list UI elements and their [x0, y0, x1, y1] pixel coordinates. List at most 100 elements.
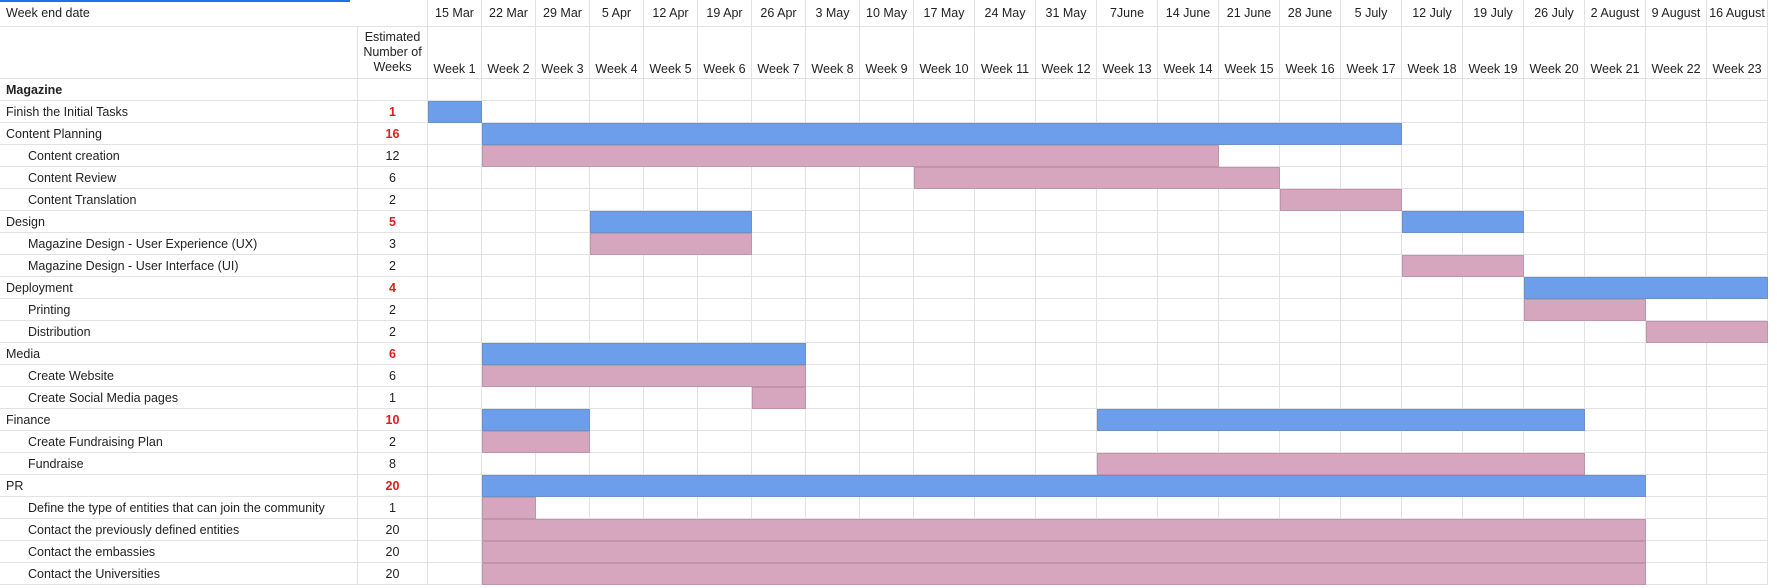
grid-cell[interactable] — [975, 497, 1036, 519]
grid-cell[interactable] — [482, 255, 536, 277]
grid-cell[interactable] — [1341, 255, 1402, 277]
grid-cell[interactable] — [1097, 233, 1158, 255]
task-name-cell[interactable]: Content Translation — [0, 189, 358, 211]
grid-cell[interactable] — [1402, 387, 1463, 409]
week-number-cell[interactable]: Week 4 — [590, 27, 644, 79]
grid-cell[interactable] — [860, 453, 914, 475]
grid-cell[interactable] — [536, 299, 590, 321]
grid-cell[interactable] — [1158, 79, 1219, 101]
grid-cell[interactable] — [1524, 123, 1585, 145]
grid-cell[interactable] — [1646, 541, 1707, 563]
grid-cell[interactable] — [1585, 189, 1646, 211]
grid-cell[interactable] — [1097, 277, 1158, 299]
grid-cell[interactable] — [860, 255, 914, 277]
estimate-cell[interactable]: 2 — [358, 321, 428, 343]
grid-cell[interactable] — [1707, 145, 1768, 167]
week-number-cell[interactable]: Week 6 — [698, 27, 752, 79]
week-number-cell[interactable]: Week 22 — [1646, 27, 1707, 79]
week-number-cell[interactable]: Week 8 — [806, 27, 860, 79]
grid-cell[interactable] — [975, 189, 1036, 211]
estimate-cell[interactable]: 2 — [358, 431, 428, 453]
task-name-cell[interactable]: Create Fundraising Plan — [0, 431, 358, 453]
grid-cell[interactable] — [1097, 79, 1158, 101]
grid-cell[interactable] — [1097, 101, 1158, 123]
grid-cell[interactable] — [860, 101, 914, 123]
grid-cell[interactable] — [860, 387, 914, 409]
grid-cell[interactable] — [482, 211, 536, 233]
grid-cell[interactable] — [1524, 365, 1585, 387]
task-name-cell[interactable]: Media — [0, 343, 358, 365]
week-end-date-cell[interactable]: 15 Mar — [428, 0, 482, 27]
grid-cell[interactable] — [1585, 365, 1646, 387]
grid-cell[interactable] — [1402, 277, 1463, 299]
grid-cell[interactable] — [536, 167, 590, 189]
grid-cell[interactable] — [1646, 189, 1707, 211]
estimate-cell[interactable]: 16 — [358, 123, 428, 145]
week-number-cell[interactable]: Week 17 — [1341, 27, 1402, 79]
grid-cell[interactable] — [975, 277, 1036, 299]
grid-cell[interactable] — [1707, 409, 1768, 431]
grid-cell[interactable] — [1585, 409, 1646, 431]
task-name-cell[interactable]: Create Social Media pages — [0, 387, 358, 409]
grid-cell[interactable] — [1707, 299, 1768, 321]
estimate-cell[interactable]: 2 — [358, 255, 428, 277]
week-number-cell[interactable]: Week 5 — [644, 27, 698, 79]
grid-cell[interactable] — [590, 101, 644, 123]
grid-cell[interactable] — [1219, 189, 1280, 211]
grid-cell[interactable] — [1097, 321, 1158, 343]
grid-cell[interactable] — [1158, 343, 1219, 365]
task-name-cell[interactable]: Content creation — [0, 145, 358, 167]
grid-cell[interactable] — [914, 189, 975, 211]
grid-cell[interactable] — [1097, 431, 1158, 453]
estimate-cell[interactable]: 6 — [358, 343, 428, 365]
grid-cell[interactable] — [1219, 431, 1280, 453]
grid-cell[interactable] — [1707, 189, 1768, 211]
week-end-date-cell[interactable]: 12 July — [1402, 0, 1463, 27]
grid-cell[interactable] — [1402, 233, 1463, 255]
grid-cell[interactable] — [1524, 211, 1585, 233]
grid-cell[interactable] — [752, 497, 806, 519]
grid-cell[interactable] — [1219, 343, 1280, 365]
grid-cell[interactable] — [698, 497, 752, 519]
grid-cell[interactable] — [1707, 519, 1768, 541]
estimate-cell[interactable]: 20 — [358, 541, 428, 563]
estimate-cell[interactable]: 2 — [358, 189, 428, 211]
grid-cell[interactable] — [698, 299, 752, 321]
grid-cell[interactable] — [1585, 321, 1646, 343]
grid-cell[interactable] — [1402, 145, 1463, 167]
grid-cell[interactable] — [1280, 233, 1341, 255]
grid-cell[interactable] — [914, 343, 975, 365]
grid-cell[interactable] — [428, 431, 482, 453]
grid-cell[interactable] — [536, 453, 590, 475]
grid-cell[interactable] — [1524, 255, 1585, 277]
grid-cell[interactable] — [536, 321, 590, 343]
estimated-weeks-header[interactable] — [0, 27, 358, 79]
grid-cell[interactable] — [1646, 233, 1707, 255]
grid-cell[interactable] — [1280, 431, 1341, 453]
grid-cell[interactable] — [1707, 211, 1768, 233]
task-name-cell[interactable]: Fundraise — [0, 453, 358, 475]
grid-cell[interactable] — [428, 563, 482, 585]
grid-cell[interactable] — [1097, 299, 1158, 321]
grid-cell[interactable] — [1036, 255, 1097, 277]
grid-cell[interactable] — [975, 321, 1036, 343]
grid-cell[interactable] — [1707, 497, 1768, 519]
grid-cell[interactable] — [1036, 101, 1097, 123]
grid-cell[interactable] — [1219, 79, 1280, 101]
estimate-cell[interactable]: 20 — [358, 475, 428, 497]
grid-cell[interactable] — [1341, 167, 1402, 189]
week-end-date-cell[interactable]: 19 July — [1463, 0, 1524, 27]
grid-cell[interactable] — [860, 431, 914, 453]
grid-cell[interactable] — [806, 79, 860, 101]
grid-cell[interactable] — [806, 101, 860, 123]
grid-cell[interactable] — [1036, 79, 1097, 101]
grid-cell[interactable] — [1585, 101, 1646, 123]
grid-cell[interactable] — [1280, 255, 1341, 277]
grid-cell[interactable] — [860, 343, 914, 365]
grid-cell[interactable] — [1463, 387, 1524, 409]
grid-cell[interactable] — [1463, 145, 1524, 167]
grid-cell[interactable] — [1219, 145, 1280, 167]
grid-cell[interactable] — [752, 167, 806, 189]
week-end-date-cell[interactable]: 7June — [1097, 0, 1158, 27]
estimate-cell[interactable]: 20 — [358, 563, 428, 585]
